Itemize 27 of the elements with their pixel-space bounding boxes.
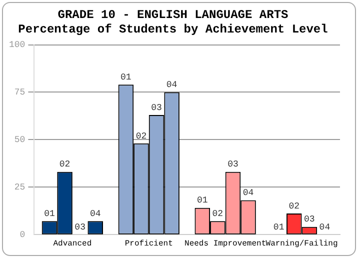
y-tick-label: 50 <box>14 134 26 145</box>
text: 04 <box>90 209 101 220</box>
text: 03 <box>228 160 238 170</box>
text: 02 <box>212 209 224 220</box>
x-tick-label: Warning/Failing <box>266 239 338 248</box>
text: 01 <box>120 72 132 83</box>
y-tick-label: 75 <box>14 88 26 98</box>
x-tick-label: Proficient <box>124 239 173 248</box>
text: 01 <box>273 222 284 232</box>
series-label: 02 <box>136 131 147 142</box>
x-tick-label: Needs Improvement <box>184 239 266 248</box>
text: 04 <box>166 80 178 90</box>
series-label: 03 <box>151 102 162 113</box>
series-label: 01 <box>44 209 55 220</box>
y-tick-label: 100 <box>9 40 26 50</box>
chart-title: GRADE 10 - ENGLISH LANGUAGE ARTS <box>58 8 288 22</box>
text: 04 <box>319 222 330 232</box>
y-tick-label: 0 <box>20 230 26 240</box>
y-tick-label: 25 <box>14 182 26 192</box>
text: 01 <box>196 196 208 206</box>
x-tick-label: Advanced <box>53 239 92 248</box>
text: 02 <box>288 201 300 212</box>
series-label: 04 <box>242 188 254 198</box>
text: 03 <box>74 222 86 232</box>
text: 02 <box>59 160 70 170</box>
chart-subtitle: Percentage of Students by Achievement Level <box>18 22 328 37</box>
text: 03 <box>304 214 315 225</box>
